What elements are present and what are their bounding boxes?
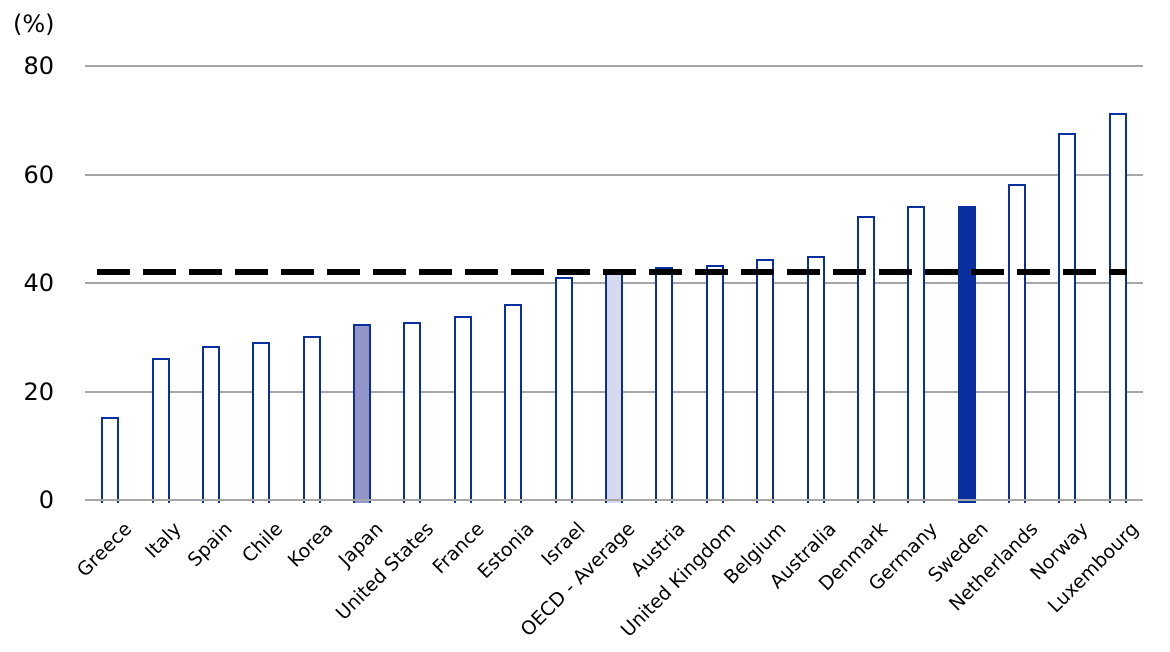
y-tick-label-0: 0 xyxy=(38,486,54,514)
bar-united-kingdom xyxy=(705,265,724,503)
x-axis-label-italy: Italy xyxy=(141,518,187,563)
y-tick-label-80: 80 xyxy=(23,52,54,80)
bar-estonia xyxy=(504,304,523,503)
bar-oecd-average xyxy=(605,271,623,503)
bar-austria xyxy=(655,266,674,503)
bar-luxembourg xyxy=(1108,113,1127,503)
y-tick-label-40: 40 xyxy=(23,269,54,297)
x-axis-label-spain: Spain xyxy=(183,518,237,572)
y-tick-label-60: 60 xyxy=(23,160,54,189)
x-axis-label-greece: Greece xyxy=(72,518,136,582)
bar-netherlands xyxy=(1008,184,1027,503)
x-axis-baseline xyxy=(85,499,1143,501)
bar-japan xyxy=(353,324,372,503)
x-axis-label-chile: Chile xyxy=(237,518,287,568)
bar-spain xyxy=(201,345,220,503)
bar-israel xyxy=(554,277,573,503)
bar-italy xyxy=(151,357,170,503)
x-axis-label-luxembourg: Luxembourg xyxy=(1044,518,1144,618)
bar-belgium xyxy=(756,259,775,503)
bar-greece xyxy=(101,416,120,503)
y-tick-label-20: 20 xyxy=(23,377,54,406)
bar-australia xyxy=(806,255,825,503)
gridline-60 xyxy=(85,173,1143,176)
bar-sweden xyxy=(957,205,976,503)
bar-germany xyxy=(907,205,926,503)
average-reference-dashed-line xyxy=(97,269,1127,276)
bar-france xyxy=(453,316,472,503)
bar-korea xyxy=(302,336,321,503)
bar-denmark xyxy=(856,216,875,503)
x-axis-label-korea: Korea xyxy=(283,518,338,572)
gridline-80 xyxy=(85,65,1143,67)
y-axis-unit-label: (%) xyxy=(13,10,55,38)
bar-norway xyxy=(1058,133,1077,503)
bar-chile xyxy=(252,342,271,503)
bar-united-states xyxy=(403,322,422,503)
